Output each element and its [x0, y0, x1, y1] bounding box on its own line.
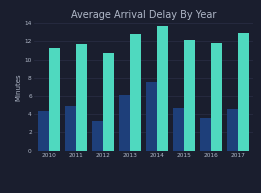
Bar — [184, 41, 195, 151]
Y-axis label: Minutes: Minutes — [16, 73, 22, 101]
Bar — [119, 95, 130, 151]
Bar — [65, 106, 76, 151]
Bar — [49, 48, 60, 151]
Bar — [173, 108, 184, 151]
Title: Average Arrival Delay By Year: Average Arrival Delay By Year — [71, 10, 216, 20]
Bar — [238, 33, 249, 151]
Bar — [227, 109, 238, 151]
Bar — [38, 111, 49, 151]
Bar — [76, 44, 87, 151]
Bar — [200, 118, 211, 151]
Bar — [130, 34, 141, 151]
Bar — [103, 53, 114, 151]
Bar — [157, 26, 168, 151]
Bar — [146, 82, 157, 151]
Bar — [92, 121, 103, 151]
Bar — [211, 43, 222, 151]
